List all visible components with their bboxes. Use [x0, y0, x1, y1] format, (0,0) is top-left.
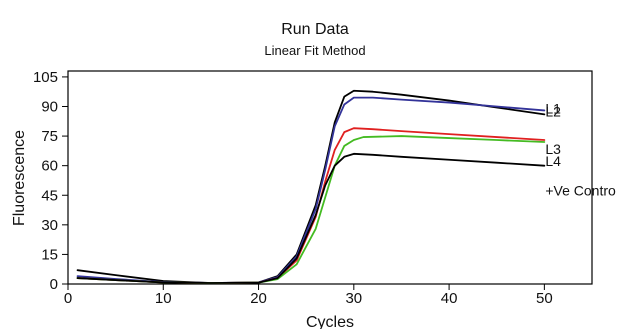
series-line-2: [76, 96, 546, 284]
series-label-2: L2: [545, 103, 561, 119]
y-tick-label-6: 90: [41, 99, 58, 116]
x-ticks: 0 10 20 30 40 50: [64, 284, 553, 307]
y-tick-label-3: 45: [41, 187, 58, 204]
x-tick-label-4: 40: [441, 290, 458, 307]
y-ticks: 0 15 30 45 60 75 90 105: [33, 69, 68, 293]
y-tick-label-5: 75: [41, 128, 58, 145]
series-label-4: L4: [545, 153, 561, 169]
series-label-1: L1: [545, 100, 561, 116]
y-tick-label-4: 60: [41, 158, 58, 175]
series-line-1: [76, 89, 546, 284]
y-tick-label-2: 30: [41, 217, 58, 234]
x-tick-label-2: 20: [250, 290, 267, 307]
series-line-5: [76, 152, 546, 284]
y-tick-label-1: 15: [41, 246, 58, 263]
series-label-5: +Ve Contro: [545, 183, 616, 199]
series-label-3: L3: [545, 141, 561, 157]
series-lines: [76, 89, 546, 284]
plot-frame: [67, 70, 593, 285]
series-line-3: [76, 127, 546, 284]
y-axis-label: Fluorescence: [11, 130, 28, 226]
y-tick-label-0: 0: [50, 276, 58, 293]
x-axis-label: Cycles: [306, 314, 354, 329]
chart-subtitle: Linear Fit Method: [264, 43, 365, 58]
chart-title: Run Data: [281, 21, 349, 38]
series-line-4: [76, 135, 546, 284]
x-tick-label-1: 10: [155, 290, 172, 307]
x-tick-label-0: 0: [64, 290, 72, 307]
x-tick-label-3: 30: [345, 290, 362, 307]
x-tick-label-5: 50: [536, 290, 553, 307]
y-tick-label-7: 105: [33, 69, 58, 86]
